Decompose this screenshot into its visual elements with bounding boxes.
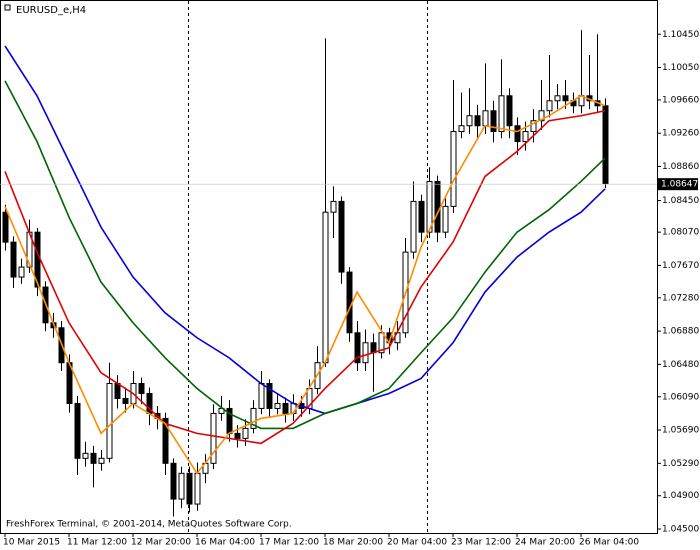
x-tick-label: 26 Mar 04:00 bbox=[579, 538, 639, 548]
candle-body bbox=[522, 131, 529, 143]
candle-body bbox=[186, 472, 193, 505]
candle-body bbox=[506, 95, 513, 127]
moving-average bbox=[4, 109, 606, 445]
candle-body bbox=[162, 417, 169, 464]
candle-body bbox=[554, 95, 561, 102]
candle-body bbox=[418, 200, 425, 233]
candle-body bbox=[266, 382, 273, 409]
candle-body bbox=[442, 205, 449, 233]
x-tick-label: 12 Mar 20:00 bbox=[131, 538, 191, 548]
candle-body bbox=[274, 402, 281, 409]
candle-body bbox=[242, 427, 249, 439]
candle-body bbox=[138, 382, 145, 394]
moving-average bbox=[4, 45, 606, 415]
y-tick-label: 1.08860 bbox=[662, 162, 699, 172]
candle-body bbox=[362, 342, 369, 364]
plot-frame bbox=[0, 0, 658, 534]
x-tick-label: 23 Mar 12:00 bbox=[451, 538, 511, 548]
candle-body bbox=[546, 100, 553, 112]
x-tick-label: 10 Mar 2015 bbox=[3, 538, 60, 548]
candle-body bbox=[474, 115, 481, 127]
candle-body bbox=[282, 402, 289, 414]
candle-body bbox=[514, 125, 521, 143]
candle-body bbox=[322, 211, 329, 364]
y-tick-label: 1.08450 bbox=[662, 196, 699, 206]
y-tick-label: 1.09260 bbox=[662, 129, 699, 139]
candle-body bbox=[562, 95, 569, 102]
y-tick-label: 1.05290 bbox=[662, 459, 699, 469]
candle-body bbox=[194, 472, 201, 505]
candle-body bbox=[434, 180, 441, 233]
candle-body bbox=[466, 115, 473, 127]
candle-body bbox=[90, 452, 97, 464]
y-tick-label: 1.07670 bbox=[662, 261, 699, 271]
candle-body bbox=[458, 125, 465, 133]
y-tick-label: 1.05690 bbox=[662, 426, 699, 436]
candle-body bbox=[234, 432, 241, 439]
candle-body bbox=[2, 211, 9, 243]
y-tick-label: 1.10450 bbox=[662, 30, 699, 40]
watermark: FreshForex Terminal, © 2001-2014, MetaQu… bbox=[6, 520, 292, 530]
candle-body bbox=[426, 180, 433, 233]
x-tick-label: 16 Mar 04:00 bbox=[195, 538, 255, 548]
moving-average bbox=[4, 80, 606, 430]
candle-body bbox=[538, 110, 545, 122]
y-tick-label: 1.06090 bbox=[662, 392, 699, 402]
candle-body bbox=[170, 462, 177, 500]
candle-body bbox=[258, 382, 265, 409]
candle-body bbox=[210, 412, 217, 464]
chart-title: EURUSD_e,H4 bbox=[16, 5, 86, 16]
candle-body bbox=[74, 402, 81, 459]
candle-body bbox=[490, 110, 497, 133]
x-tick-label: 17 Mar 12:00 bbox=[259, 538, 319, 548]
candle-body bbox=[18, 266, 25, 278]
candle-body bbox=[250, 407, 257, 429]
moving-average bbox=[4, 94, 606, 475]
candle-body bbox=[450, 131, 457, 207]
candle-body bbox=[10, 241, 17, 278]
x-tick-label: 24 Mar 20:00 bbox=[515, 538, 575, 548]
x-tick-label: 20 Mar 04:00 bbox=[387, 538, 447, 548]
y-tick-label: 1.07280 bbox=[662, 293, 699, 303]
candle-body bbox=[178, 472, 185, 500]
candle-body bbox=[82, 452, 89, 459]
symbol-icon bbox=[4, 4, 11, 11]
candle-body bbox=[114, 382, 121, 399]
candle-body bbox=[498, 95, 505, 133]
y-tick-label: 1.10050 bbox=[662, 63, 699, 73]
x-tick-label: 11 Mar 12:00 bbox=[67, 538, 127, 548]
x-tick-label: 18 Mar 20:00 bbox=[323, 538, 383, 548]
current-price-box bbox=[658, 178, 698, 191]
y-tick-label: 1.09660 bbox=[662, 95, 699, 105]
candle-body bbox=[346, 271, 353, 334]
candle-body bbox=[98, 457, 105, 464]
y-tick-label: 1.06480 bbox=[662, 360, 699, 370]
candle-body bbox=[410, 200, 417, 253]
candle-body bbox=[338, 200, 345, 273]
current-price-label: 1.08647 bbox=[661, 180, 698, 190]
candle-body bbox=[602, 105, 609, 185]
y-tick-label: 1.04500 bbox=[662, 525, 699, 535]
candle-body bbox=[482, 110, 489, 127]
y-tick-label: 1.04900 bbox=[662, 491, 699, 501]
candle-body bbox=[106, 382, 113, 459]
candle-body bbox=[530, 120, 537, 133]
y-tick-label: 1.06880 bbox=[662, 327, 699, 337]
candle-body bbox=[122, 397, 129, 404]
candle-body bbox=[330, 200, 337, 213]
candle-body bbox=[354, 332, 361, 364]
candle-body bbox=[378, 332, 385, 354]
y-tick-label: 1.08070 bbox=[662, 228, 699, 238]
